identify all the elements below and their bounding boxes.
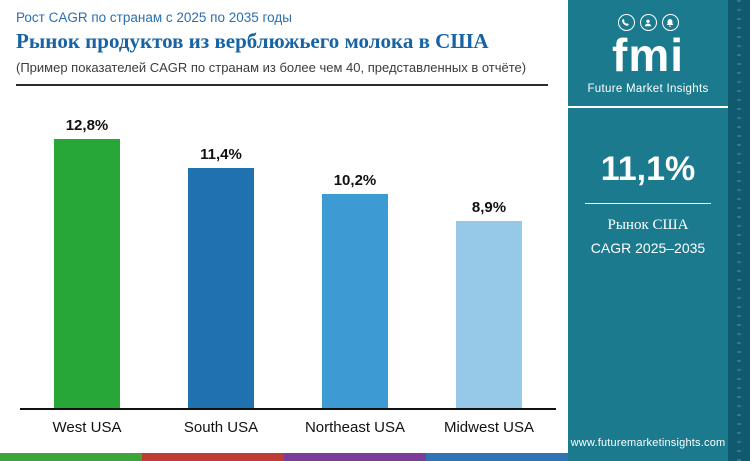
- stripe-segment: [284, 453, 426, 461]
- bar-value-label: 11,4%: [200, 146, 242, 163]
- brand-sidebar: fmi Future Market Insights 11,1% Рынок С…: [568, 0, 750, 461]
- person-icon: [639, 14, 657, 31]
- stripe-segment: [426, 453, 568, 461]
- chart-panel: Рост CAGR по странам с 2025 по 2035 годы…: [0, 0, 568, 461]
- bar-column: 12,8%: [20, 117, 154, 408]
- bar: [54, 139, 120, 408]
- bar-column: 10,2%: [288, 172, 422, 408]
- website-url: www.futuremarketinsights.com: [570, 437, 726, 449]
- bar: [322, 194, 388, 408]
- bar: [188, 168, 254, 408]
- bar-value-label: 8,9%: [471, 199, 507, 216]
- category-label: Northeast USA: [304, 419, 406, 436]
- cagr-highlight-value: 11,1%: [600, 150, 696, 189]
- bar-chart: 12,8% 11,4% 10,2% 8,9% West USA South USA Nor…: [20, 112, 556, 436]
- logo-icons: [568, 14, 728, 31]
- category-label: Midwest USA: [443, 419, 535, 436]
- stripe-segment: [142, 453, 284, 461]
- decorative-edge-strip: [728, 0, 750, 461]
- bar-column: 11,4%: [154, 146, 288, 408]
- chart-note: (Пример показателей CAGR по странам из б…: [16, 60, 527, 75]
- logo-text: fmi: [612, 29, 684, 81]
- x-axis-line: [20, 408, 556, 410]
- bar: [456, 221, 522, 408]
- sidebar-divider-short: [585, 203, 711, 205]
- chart-eyebrow: Рост CAGR по странам с 2025 по 2035 годы: [16, 10, 292, 25]
- stripe-segment: [0, 453, 142, 461]
- bar-value-label: 12,8%: [65, 117, 109, 134]
- bell-icon: [661, 14, 679, 31]
- bar-value-label: 10,2%: [333, 172, 377, 189]
- header-divider: [16, 84, 548, 86]
- logo-caption: Future Market Insights: [587, 83, 709, 96]
- phone-icon: [617, 14, 635, 31]
- category-label: West USA: [52, 419, 122, 436]
- sidebar-divider-top: [568, 106, 728, 109]
- category-labels: West USA South USA Northeast USA Midwest US…: [20, 419, 556, 436]
- chart-header: Рост CAGR по странам с 2025 по 2035 годы…: [0, 0, 568, 86]
- category-label: South USA: [183, 419, 259, 436]
- page-title: Рынок продуктов из верблюжьего молока в …: [16, 29, 489, 53]
- fmi-logo: fmi Future Market Insights: [568, 0, 728, 95]
- footer-stripe: [0, 453, 568, 461]
- bar-column: 8,9%: [422, 199, 556, 408]
- cagr-period-label: CAGR 2025–2035: [590, 240, 706, 257]
- bar-columns: 12,8% 11,4% 10,2% 8,9%: [20, 112, 556, 408]
- market-label: Рынок США: [607, 217, 689, 234]
- sidebar-content: fmi Future Market Insights 11,1% Рынок С…: [568, 0, 728, 461]
